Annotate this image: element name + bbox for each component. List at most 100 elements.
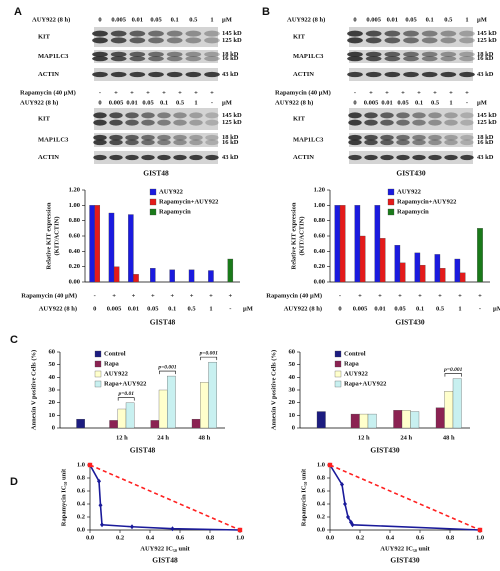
cell-label: GIST430 — [390, 556, 419, 565]
x-tick-label: + — [190, 292, 194, 299]
blot-band — [148, 51, 164, 57]
lane-label: 0.5 — [189, 16, 198, 23]
y-tick-label: 20 — [289, 399, 296, 406]
blot-band — [189, 154, 203, 161]
y-axis-label: (KIT/ACTIN) — [298, 216, 305, 255]
blot-band — [92, 30, 108, 37]
blot-band — [110, 71, 127, 78]
y-axis-label: Rapamycin IC₅₀ unit — [60, 468, 67, 526]
row-label: Rapamycin (40 µM) — [266, 292, 322, 299]
lane-label: + — [401, 89, 405, 96]
blot-band — [92, 56, 108, 62]
blot — [349, 133, 473, 147]
point — [97, 478, 101, 484]
y-tick-label: 0.80 — [69, 217, 80, 224]
legend-label: Rapamycin — [397, 208, 429, 215]
blot-band — [185, 71, 202, 78]
size-marker: 43 kD — [477, 71, 494, 78]
x-tick-label: 1 — [209, 305, 212, 312]
point — [340, 482, 344, 487]
bar — [339, 205, 346, 283]
y-axis-label: Relative KIT expression — [45, 202, 52, 269]
blot-band — [173, 154, 187, 161]
blot-band — [364, 119, 378, 126]
size-marker: 43 kD — [222, 154, 239, 161]
blot-band — [364, 154, 378, 161]
blot-band — [347, 51, 363, 57]
bar — [113, 266, 120, 283]
x-tick-label: + — [151, 292, 155, 299]
legend-label: AUY922 — [159, 188, 183, 195]
x-tick-label: 0.01 — [374, 305, 385, 312]
x-tick-label: 0.05 — [147, 305, 159, 312]
blot-band — [148, 71, 164, 78]
legend-swatch — [94, 380, 102, 388]
y-tick-label: 0.80 — [314, 217, 325, 224]
series-line — [89, 464, 241, 531]
blot-band — [444, 112, 458, 119]
blot-band — [173, 134, 187, 141]
legend-swatch — [94, 350, 102, 358]
blot-band — [185, 30, 202, 37]
blot-band — [109, 134, 123, 141]
blot-band — [110, 56, 127, 62]
blot-label: MAP1LC3 — [38, 53, 69, 60]
significance-bracket — [200, 356, 218, 361]
blot-band — [166, 56, 183, 62]
cell-label: GIST430 — [396, 169, 425, 178]
bar — [167, 375, 176, 429]
lane-label: 0.005 — [366, 16, 381, 23]
x-tick-label: - — [94, 292, 96, 299]
blot-band — [396, 134, 410, 141]
lane-label: - — [99, 89, 101, 96]
blot-band — [440, 71, 457, 78]
cell-label: GIST48 — [150, 318, 176, 327]
blot-label: ACTIN — [293, 154, 314, 161]
blot-band — [92, 51, 108, 57]
legend-label: AUY922 — [397, 188, 421, 195]
panel-label: B — [262, 6, 270, 18]
bar — [109, 420, 118, 429]
legend-swatch — [149, 188, 157, 196]
x-tick-label: 24 h — [400, 434, 412, 441]
blot-band — [129, 37, 146, 44]
bar — [444, 391, 454, 429]
y-tick-label: 30 — [289, 386, 296, 393]
bar — [94, 205, 101, 283]
y-tick-label: 60 — [289, 348, 296, 355]
lane-label: + — [178, 89, 182, 96]
bar — [359, 235, 366, 283]
blot-band — [459, 37, 475, 44]
blot-band — [166, 51, 183, 57]
lane-label: 0.01 — [387, 16, 398, 23]
point — [343, 501, 347, 507]
x-tick-label: 0.8 — [446, 534, 455, 541]
legend-label: Rapamycin+AUY922 — [159, 198, 218, 205]
bar — [227, 258, 234, 283]
size-marker: 16 kD — [222, 139, 239, 146]
x-axis-label: AUY922 IC₅₀ unit — [140, 545, 190, 552]
y-tick-label: 30 — [49, 386, 56, 393]
bar — [200, 382, 209, 429]
bar — [133, 274, 139, 283]
lane-label: 1 — [465, 16, 468, 23]
blot-band — [125, 134, 139, 141]
blot-band — [93, 139, 107, 146]
legend-swatch — [94, 360, 102, 368]
x-tick-label: 1 — [458, 305, 461, 312]
blot-band — [440, 51, 457, 57]
blot-band — [403, 30, 419, 37]
blot-band — [428, 112, 442, 119]
annotation: p=0.001 — [443, 367, 463, 373]
blot-band — [396, 139, 410, 146]
lane-label: 1 — [449, 99, 452, 106]
lane-label: 0 — [353, 16, 356, 23]
blot-band — [347, 71, 363, 78]
blot-band — [93, 154, 107, 161]
legend-label: AUY922 — [344, 370, 368, 377]
y-tick-label: 20 — [49, 399, 56, 406]
blot-band — [157, 139, 171, 146]
size-marker: 18 kD — [477, 134, 494, 141]
